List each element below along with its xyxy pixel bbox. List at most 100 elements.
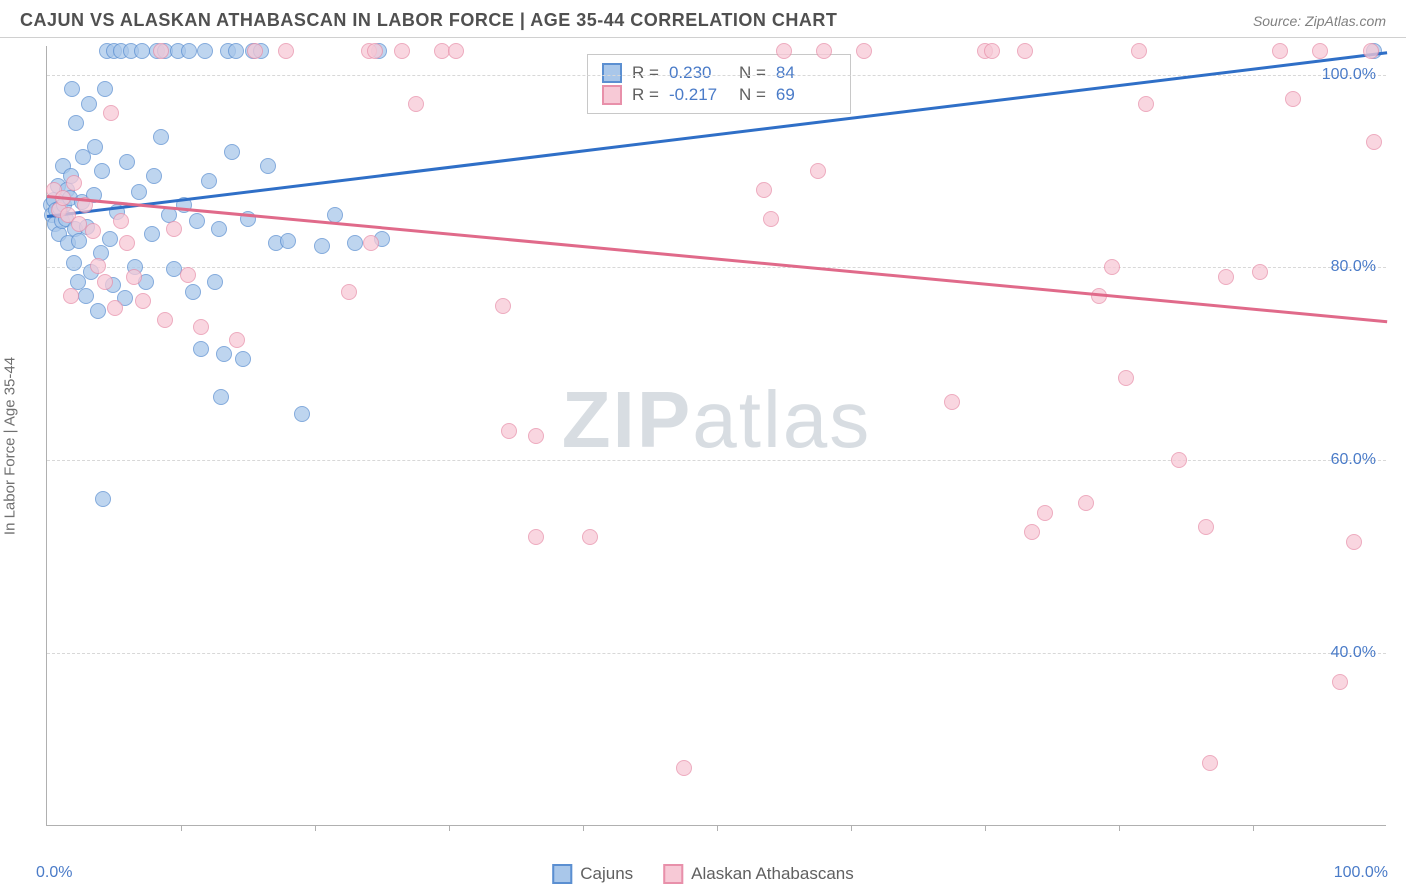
scatter-point-athabascan (1024, 524, 1040, 540)
scatter-point-athabascan (113, 213, 129, 229)
scatter-point-cajun (94, 163, 110, 179)
scatter-point-athabascan (1118, 370, 1134, 386)
scatter-point-athabascan (1171, 452, 1187, 468)
scatter-point-cajun (66, 255, 82, 271)
gridline (47, 267, 1386, 268)
correlation-stats-box: R = 0.230 N = 84 R = -0.217 N = 69 (587, 54, 851, 114)
scatter-point-athabascan (408, 96, 424, 112)
legend-item-athabascan: Alaskan Athabascans (663, 864, 854, 884)
scatter-point-athabascan (367, 43, 383, 59)
scatter-point-athabascan (1366, 134, 1382, 150)
n-value-athabascan: 69 (776, 85, 836, 105)
x-tick (851, 825, 852, 831)
x-tick (1253, 825, 1254, 831)
scatter-point-cajun (189, 213, 205, 229)
chart-plot-area: ZIPatlas R = 0.230 N = 84 R = -0.217 N =… (46, 46, 1386, 826)
scatter-point-athabascan (1312, 43, 1328, 59)
scatter-point-athabascan (1332, 674, 1348, 690)
scatter-point-cajun (144, 226, 160, 242)
scatter-point-cajun (95, 491, 111, 507)
scatter-point-athabascan (157, 312, 173, 328)
scatter-point-cajun (185, 284, 201, 300)
scatter-point-athabascan (1363, 43, 1379, 59)
scatter-point-cajun (78, 288, 94, 304)
scatter-point-cajun (224, 144, 240, 160)
scatter-point-athabascan (1346, 534, 1362, 550)
swatch-cajun (602, 63, 622, 83)
scatter-point-athabascan (193, 319, 209, 335)
scatter-point-athabascan (1037, 505, 1053, 521)
scatter-point-cajun (97, 81, 113, 97)
scatter-point-cajun (193, 341, 209, 357)
scatter-point-cajun (102, 231, 118, 247)
scatter-point-cajun (68, 115, 84, 131)
scatter-point-cajun (294, 406, 310, 422)
scatter-point-athabascan (247, 43, 263, 59)
x-tick (583, 825, 584, 831)
x-tick (985, 825, 986, 831)
x-axis-max-label: 100.0% (1334, 864, 1388, 882)
r-value-athabascan: -0.217 (669, 85, 729, 105)
scatter-point-cajun (207, 274, 223, 290)
scatter-point-athabascan (166, 221, 182, 237)
watermark: ZIPatlas (562, 374, 871, 466)
scatter-point-athabascan (495, 298, 511, 314)
y-tick-label: 80.0% (1331, 258, 1376, 276)
legend: Cajuns Alaskan Athabascans (552, 864, 853, 884)
legend-item-cajun: Cajuns (552, 864, 633, 884)
scatter-point-cajun (260, 158, 276, 174)
scatter-point-athabascan (810, 163, 826, 179)
scatter-point-cajun (211, 221, 227, 237)
scatter-point-cajun (153, 129, 169, 145)
scatter-point-cajun (228, 43, 244, 59)
scatter-point-athabascan (341, 284, 357, 300)
scatter-point-cajun (327, 207, 343, 223)
y-tick-label: 100.0% (1322, 66, 1376, 84)
scatter-point-athabascan (85, 223, 101, 239)
chart-title: CAJUN VS ALASKAN ATHABASCAN IN LABOR FOR… (20, 10, 837, 31)
x-tick (1119, 825, 1120, 831)
scatter-point-athabascan (816, 43, 832, 59)
scatter-point-cajun (216, 346, 232, 362)
scatter-point-athabascan (90, 258, 106, 274)
scatter-point-athabascan (1198, 519, 1214, 535)
scatter-point-athabascan (1218, 269, 1234, 285)
scatter-point-cajun (181, 43, 197, 59)
scatter-point-cajun (90, 303, 106, 319)
scatter-point-athabascan (448, 43, 464, 59)
scatter-point-athabascan (944, 394, 960, 410)
scatter-point-cajun (201, 173, 217, 189)
scatter-point-athabascan (776, 43, 792, 59)
scatter-point-athabascan (103, 105, 119, 121)
scatter-point-athabascan (1285, 91, 1301, 107)
scatter-point-cajun (235, 351, 251, 367)
scatter-point-athabascan (107, 300, 123, 316)
scatter-point-athabascan (229, 332, 245, 348)
scatter-point-athabascan (97, 274, 113, 290)
stats-row-athabascan: R = -0.217 N = 69 (602, 85, 836, 105)
scatter-point-athabascan (1104, 259, 1120, 275)
scatter-point-athabascan (676, 760, 692, 776)
scatter-point-athabascan (528, 428, 544, 444)
scatter-point-cajun (119, 154, 135, 170)
scatter-point-athabascan (1078, 495, 1094, 511)
gridline (47, 653, 1386, 654)
scatter-point-athabascan (153, 43, 169, 59)
scatter-point-athabascan (1202, 755, 1218, 771)
scatter-point-athabascan (1272, 43, 1288, 59)
scatter-point-athabascan (180, 267, 196, 283)
scatter-point-athabascan (1017, 43, 1033, 59)
scatter-point-athabascan (856, 43, 872, 59)
scatter-point-cajun (280, 233, 296, 249)
scatter-point-cajun (81, 96, 97, 112)
y-tick-label: 40.0% (1331, 644, 1376, 662)
scatter-point-athabascan (582, 529, 598, 545)
scatter-point-athabascan (126, 269, 142, 285)
scatter-point-athabascan (119, 235, 135, 251)
scatter-point-cajun (314, 238, 330, 254)
x-axis-min-label: 0.0% (36, 864, 72, 882)
trendline-athabascan (47, 195, 1387, 323)
scatter-point-athabascan (135, 293, 151, 309)
source-attribution: Source: ZipAtlas.com (1253, 13, 1386, 29)
scatter-point-cajun (197, 43, 213, 59)
